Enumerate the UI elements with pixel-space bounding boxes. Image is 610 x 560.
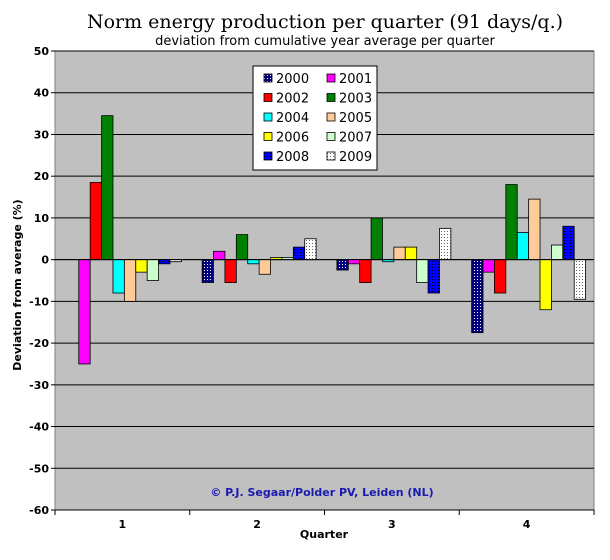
legend-label-2004: 2004 [276,111,309,126]
legend-label-2009: 2009 [339,150,372,165]
bar-2004-q4 [516,232,530,261]
bar-2000-q3 [336,259,349,271]
y-tick-label: -30 [29,379,49,392]
bar-2005-q1 [123,259,137,302]
legend-swatch-2002 [263,93,273,102]
credit-text: © P.J. Segaar/Polder PV, Leiden (NL) [210,486,433,499]
bar-2008-q4 [562,225,575,261]
x-tick-labels: 1 2 3 4 [54,510,595,531]
x-tick-label: 2 [253,518,261,531]
bar-2002-q1 [89,182,102,261]
legend-label-2006: 2006 [276,131,309,146]
y-tick-label: 30 [34,128,50,141]
legend-label-2003: 2003 [339,92,372,107]
bar-2001-q3 [347,259,361,265]
bar-2003-q3 [370,217,383,261]
bar-2000-q2 [201,259,214,283]
y-tick-label: 10 [34,212,50,225]
y-tick-label: 40 [34,87,50,100]
bars [55,115,594,365]
legend-swatch-2000 [263,73,273,83]
bar-2004-q1 [112,259,125,294]
bar-2003-q4 [505,184,518,261]
bar-2006-q3 [404,246,418,261]
legend-swatch-2004 [263,112,273,122]
bar-2009-q3 [439,227,452,261]
y-tick-label: -50 [29,462,49,475]
bar-2008-q2 [292,246,306,261]
legend-label-2001: 2001 [339,72,372,87]
legend-label-2000: 2000 [276,72,309,87]
legend-swatch-2006 [263,132,273,141]
legend-swatch-2003 [326,93,336,102]
bar-2001-q1 [78,259,91,365]
legend-box [252,65,378,171]
y-tick-label: -20 [29,337,49,350]
bar-2008-q3 [427,259,440,294]
bar-2002-q2 [224,259,237,283]
bar-2003-q1 [101,115,114,261]
y-tick-label: -40 [29,421,49,434]
chart-title: Norm energy production per quarter (91 d… [87,11,563,33]
x-tick-label: 1 [119,518,127,531]
legend-swatch-2001 [326,73,336,83]
y-tick-label: -60 [29,504,49,517]
bar-2002-q3 [359,259,372,283]
y-tick-label: -10 [29,295,49,308]
legend-swatch-2005 [326,112,336,122]
legend-swatch-2008 [263,151,273,161]
bar-2005-q2 [258,259,271,275]
bar-2001-q2 [213,250,226,261]
y-tick-label: 0 [41,254,49,267]
legend-label-2008: 2008 [276,150,309,165]
x-tick-label: 4 [523,518,531,531]
y-tick-label: 50 [34,45,50,58]
legend-label-2005: 2005 [339,111,372,126]
bar-2007-q1 [146,259,159,281]
bar-2000-q4 [471,259,484,334]
bar-2005-q4 [528,198,541,261]
y-axis-label: Deviation from average (%) [11,199,24,370]
legend: 2000 2001 2002 2003 2004 2005 2006 2007 2008 2009 [252,65,378,171]
bar-2009-q4 [573,259,587,300]
bar-2004-q2 [247,259,260,265]
bar-2008-q1 [158,259,171,265]
x-axis-label: Quarter [300,528,349,541]
bar-2009-q2 [304,238,317,261]
bar-2001-q4 [482,259,495,273]
bar-2007-q4 [551,244,564,261]
bar-2006-q1 [135,259,148,273]
legend-label-2002: 2002 [276,92,309,107]
y-tick-label: 20 [34,170,50,183]
legend-label-2007: 2007 [339,131,372,146]
legend-swatch-2009 [326,151,336,161]
x-tick-label: 3 [388,518,396,531]
bar-2002-q4 [494,259,507,294]
y-tick-labels: -60 -50 -40 -30 -20 -10 0 10 20 30 40 50 [29,45,55,517]
bar-2006-q4 [539,259,552,311]
chart-subtitle: deviation from cumulative year average p… [155,34,495,49]
bar-2005-q3 [393,246,406,261]
bar-2003-q2 [235,234,249,261]
bar-2007-q3 [416,259,429,283]
legend-swatch-2007 [326,132,336,141]
